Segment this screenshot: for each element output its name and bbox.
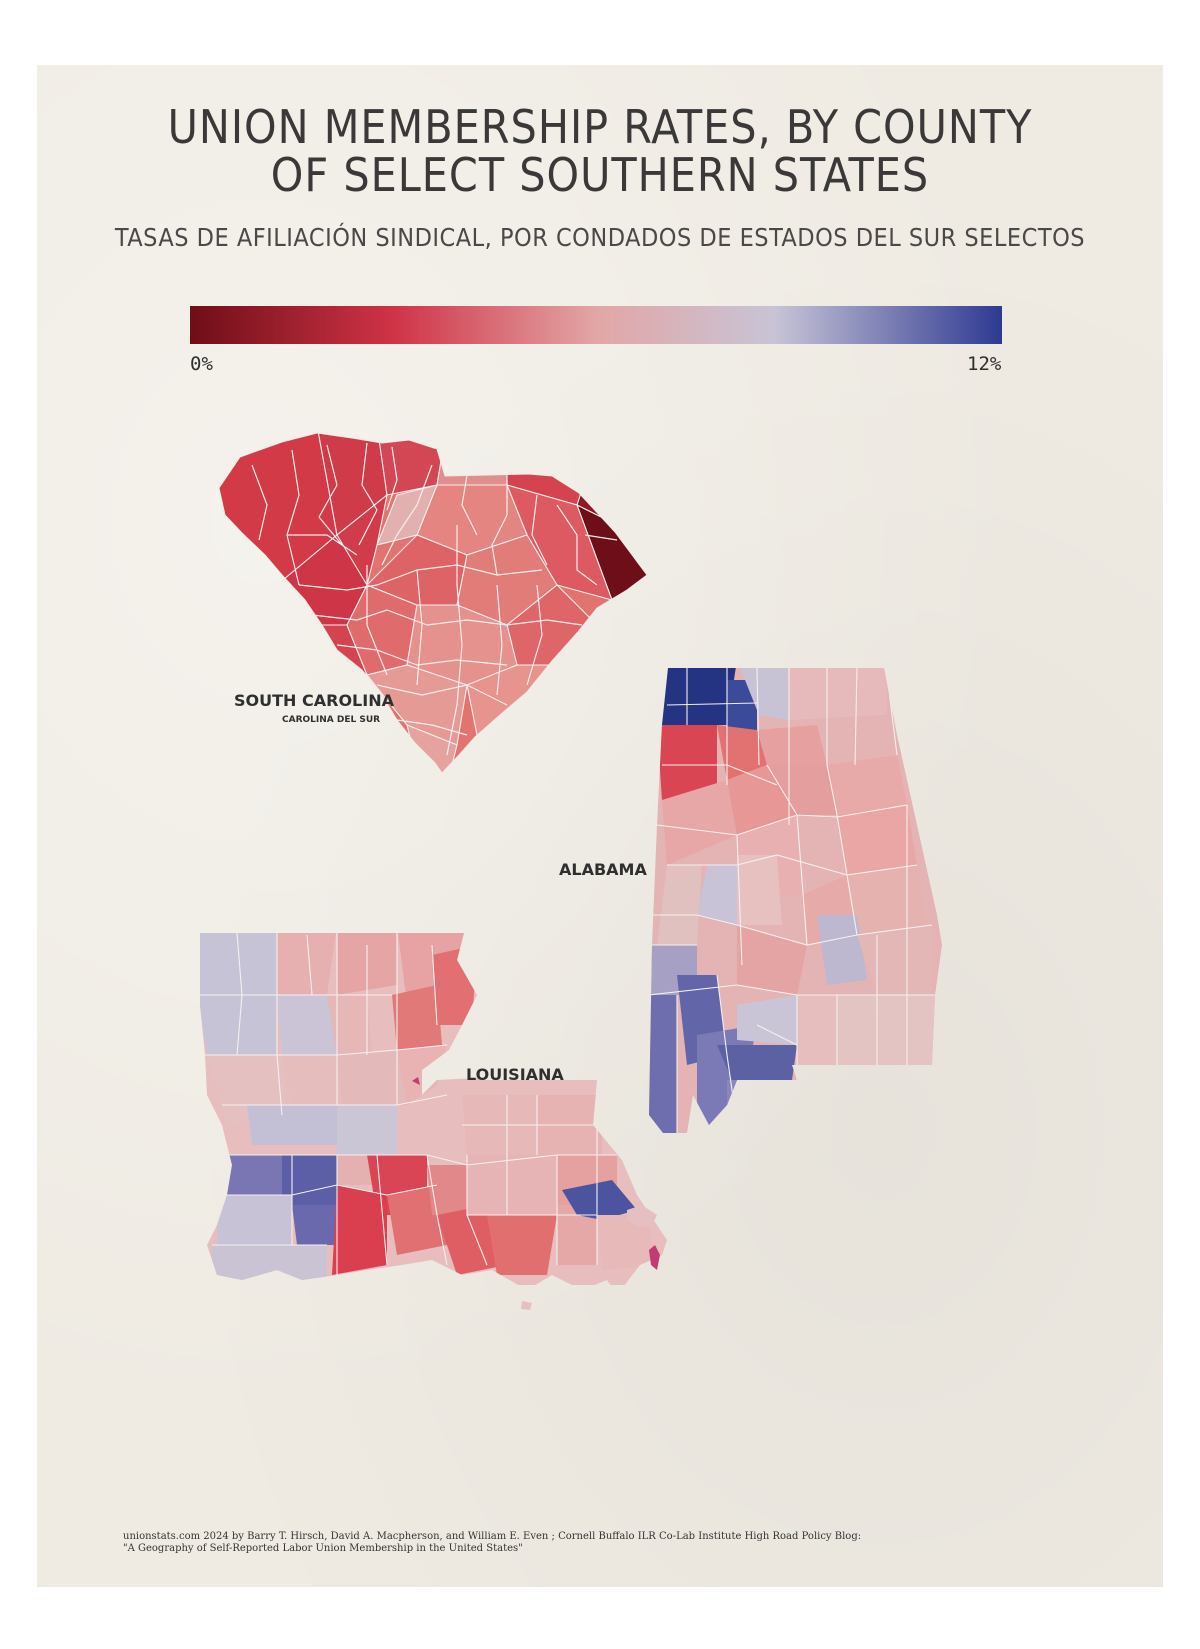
scale-min-label: 0% (190, 353, 213, 375)
state-maps: SOUTH CAROLINA CAROLINA DEL SUR (200, 432, 942, 1310)
poster: UNION MEMBERSHIP RATES, BY COUNTY OF SEL… (37, 65, 1163, 1587)
page-subtitle: TASAS DE AFILIACIÓN SINDICAL, POR CONDAD… (114, 223, 1086, 252)
color-scale-bar (190, 306, 1002, 344)
page-title: UNION MEMBERSHIP RATES, BY COUNTY OF SEL… (167, 100, 1033, 202)
map-alabama (649, 668, 942, 1133)
source-line-2: "A Geography of Self-Reported Labor Unio… (123, 1543, 523, 1554)
label-louisiana: LOUISIANA (466, 1065, 564, 1084)
map-south-carolina (218, 432, 648, 774)
source-line-1: unionstats.com 2024 by Barry T. Hirsch, … (123, 1531, 862, 1542)
label-south-carolina: SOUTH CAROLINA (234, 691, 395, 710)
source-citation: unionstats.com 2024 by Barry T. Hirsch, … (123, 1531, 1023, 1555)
map-louisiana (200, 933, 667, 1310)
label-alabama: ALABAMA (559, 860, 647, 879)
label-south-carolina-alt: CAROLINA DEL SUR (282, 715, 380, 725)
scale-max-label: 12% (967, 353, 1002, 375)
